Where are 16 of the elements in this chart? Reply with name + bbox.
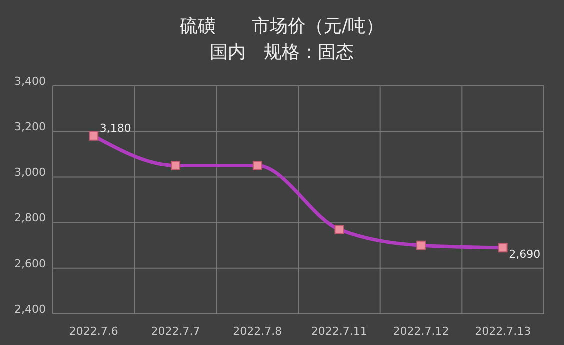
y-tick-label: 2,400 <box>14 302 46 316</box>
y-tick-label: 3,200 <box>14 120 46 134</box>
x-tick-label: 2022.7.7 <box>151 324 200 338</box>
y-tick-label: 3,000 <box>14 166 46 180</box>
y-tick-label: 2,600 <box>14 257 46 270</box>
x-tick-label: 2022.7.8 <box>233 324 282 338</box>
y-tick-label: 2,800 <box>14 212 46 225</box>
x-tick-label: 2022.7.6 <box>69 324 118 338</box>
y-tick-label: 3,400 <box>14 74 46 88</box>
chart-subtitle: 国内 规格：固态 <box>210 42 354 63</box>
x-tick-label: 2022.7.12 <box>393 324 450 338</box>
chart-title: 硫磺 市场价（元/吨） <box>180 16 384 37</box>
data-label: 2,690 <box>509 248 541 261</box>
x-tick-label: 2022.7.11 <box>311 324 368 338</box>
data-label: 3,180 <box>100 122 132 136</box>
x-tick-label: 2022.7.13 <box>475 324 532 338</box>
